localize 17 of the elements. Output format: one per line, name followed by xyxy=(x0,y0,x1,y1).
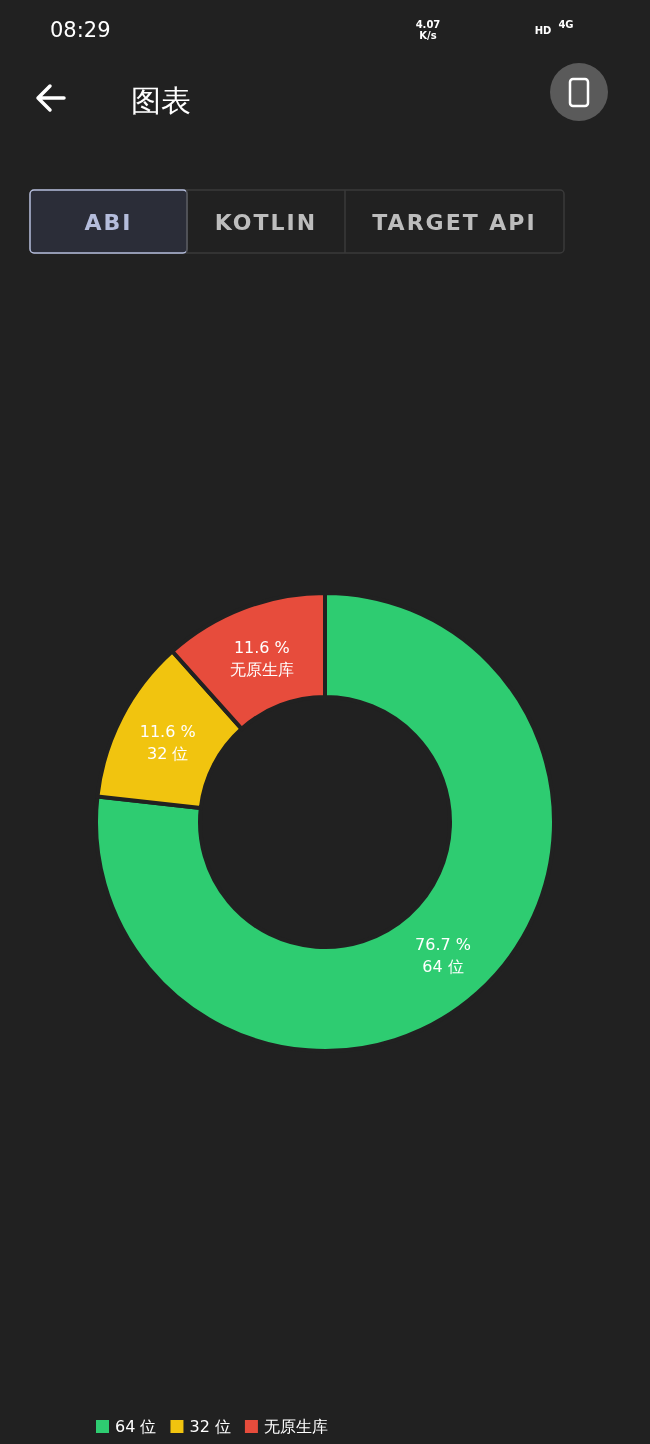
slice-label: 32 位 xyxy=(146,743,189,763)
data-label: 11.6 % xyxy=(139,721,196,741)
text: 4G xyxy=(558,19,574,30)
text: HD xyxy=(534,25,552,36)
data-label: 76.7 % xyxy=(415,934,471,954)
text: ABI xyxy=(84,210,133,235)
text: 4.07 K/s xyxy=(415,19,441,41)
legend-label: 32 位 xyxy=(189,1417,231,1436)
legend-label: 无原生库 xyxy=(263,1417,328,1436)
legend-label: 64 位 xyxy=(115,1417,157,1436)
text: TARGET API xyxy=(372,210,537,235)
data-label: 11.6 % xyxy=(233,637,290,657)
slice-label: 无原生库 xyxy=(229,659,294,679)
text: KOTLIN xyxy=(214,210,318,235)
slice-label: 64 位 xyxy=(422,956,464,976)
chart-title: 图表 xyxy=(131,83,191,118)
text: 08:29 xyxy=(50,18,111,42)
